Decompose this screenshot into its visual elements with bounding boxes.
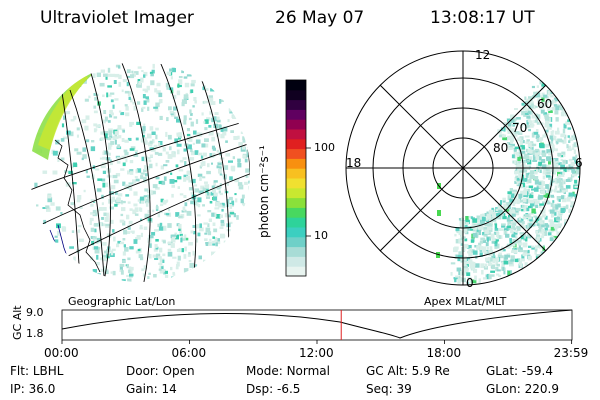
glon-value: 220.9	[524, 382, 559, 396]
colorbar-level	[286, 138, 306, 150]
ip-status: IP: 36.0	[10, 382, 56, 396]
image-date: 26 May 07	[275, 8, 365, 28]
orbit-ytick-min: 1.8	[26, 327, 44, 340]
auroral-arc-bright	[30, 65, 92, 160]
ip-value: 36.0	[28, 382, 56, 396]
colorbar-level	[286, 119, 306, 130]
gain-status: Gain: 14	[126, 382, 177, 396]
orbit-xtick-label: 06:00	[171, 346, 207, 360]
colorbar	[285, 79, 311, 277]
mlt-label-6: 6	[575, 156, 583, 170]
mode-value: Normal	[286, 364, 330, 378]
colorbar-level	[286, 207, 306, 218]
glon-status: GLon: 220.9	[486, 382, 559, 396]
orbit-xtick-label: 18:00	[426, 346, 462, 360]
seq-status: Seq: 39	[366, 382, 412, 396]
colorbar-level	[286, 256, 306, 267]
colorbar-level	[286, 109, 306, 120]
filter-value: LBHL	[32, 364, 64, 378]
polar-grid	[345, 50, 581, 286]
gcalt-status: GC Alt: 5.9 Re	[366, 364, 450, 378]
colorbar-level	[286, 197, 306, 208]
orbit-xtick-label: 23:59	[553, 346, 589, 360]
geographic-caption: Geographic Lat/Lon	[68, 295, 176, 308]
door-value: Open	[162, 364, 195, 378]
colorbar-level	[286, 178, 306, 189]
colorbar-level	[286, 217, 306, 228]
mlat-label-60: 60	[537, 97, 553, 111]
orbit-xtick-label: 00:00	[44, 346, 79, 360]
glat-value: -59.4	[521, 364, 553, 378]
polar-image	[345, 50, 581, 286]
colorbar-level	[286, 187, 306, 199]
colorbar-level	[286, 99, 306, 110]
orbit-ytick-max: 9.0	[26, 306, 44, 319]
colorbar-level	[286, 236, 306, 248]
gain-value: 14	[161, 382, 177, 396]
image-time: 13:08:17 UT	[430, 8, 535, 28]
gcalt-value: 5.9 Re	[411, 364, 450, 378]
filter-status: Flt: LBHL	[10, 364, 64, 378]
geographic-image	[30, 62, 250, 282]
door-status: Door: Open	[126, 364, 195, 378]
colorbar-level	[286, 148, 306, 159]
apex-caption: Apex MLat/MLT	[424, 295, 507, 308]
mlt-label-12: 12	[475, 48, 491, 62]
colorbar-level	[286, 168, 306, 179]
orbit-ylabel: GC Alt	[11, 305, 24, 340]
glat-status: GLat: -59.4	[486, 364, 553, 378]
mlat-label-70: 70	[512, 121, 528, 135]
mlt-label-18: 18	[346, 156, 362, 170]
colorbar-unit-label: photon cm⁻²s⁻¹	[257, 145, 271, 238]
mlat-label-80: 80	[493, 141, 509, 155]
orbit-xtick-label: 12:00	[299, 346, 334, 360]
instrument-title: Ultraviolet Imager	[40, 8, 194, 28]
orbit-altitude-plot	[61, 309, 573, 344]
mode-status: Mode: Normal	[246, 364, 330, 378]
seq-value: 39	[396, 382, 412, 396]
colorbar-tick-label: 100	[314, 141, 335, 154]
colorbar-level	[286, 80, 306, 91]
dsp-value: -6.5	[276, 382, 301, 396]
colorbar-level	[286, 158, 306, 169]
colorbar-level	[286, 129, 306, 140]
colorbar-level	[286, 227, 306, 238]
mlt-label-0: 0	[466, 276, 474, 290]
colorbar-level	[286, 246, 306, 257]
dsp-status: Dsp: -6.5	[246, 382, 301, 396]
colorbar-level	[286, 89, 306, 101]
colorbar-tick-label: 10	[314, 229, 328, 242]
colorbar-level	[286, 266, 306, 277]
